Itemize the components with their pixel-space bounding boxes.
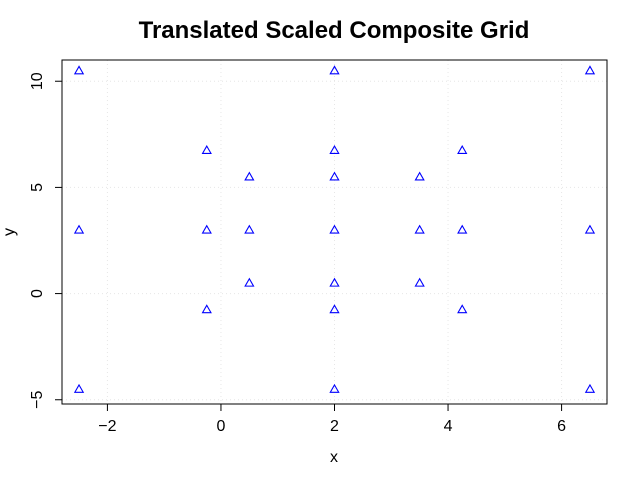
data-point <box>457 144 468 154</box>
data-point <box>329 171 340 181</box>
data-point <box>329 383 340 393</box>
data-point <box>457 304 468 314</box>
data-point <box>414 224 425 234</box>
chart-title: Translated Scaled Composite Grid <box>139 17 530 44</box>
y-axis-ticks: −5 0 5 10 <box>29 72 62 409</box>
data-point <box>329 277 340 287</box>
data-point <box>244 277 255 287</box>
x-tick-label: 0 <box>217 418 226 435</box>
y-tick-label: 10 <box>29 72 46 90</box>
x-axis-ticks: −2 0 2 4 6 <box>98 404 566 435</box>
x-tick-label: −2 <box>98 418 116 435</box>
data-point <box>244 171 255 181</box>
data-point <box>73 224 85 234</box>
data-point <box>329 65 340 75</box>
data-point <box>584 65 596 75</box>
x-axis-label: x <box>330 449 338 466</box>
data-point <box>414 171 425 181</box>
x-tick-label: 6 <box>557 418 566 435</box>
grid <box>62 60 607 404</box>
data-points <box>73 65 596 393</box>
data-point <box>584 224 596 234</box>
data-point <box>329 304 340 314</box>
data-point <box>73 65 85 75</box>
data-point <box>201 224 212 234</box>
y-tick-label: 5 <box>29 183 46 192</box>
y-tick-label: 0 <box>29 289 46 298</box>
data-point <box>584 383 596 393</box>
data-point <box>329 144 340 154</box>
data-point <box>329 224 340 234</box>
data-point <box>457 224 468 234</box>
data-point <box>73 383 85 393</box>
y-tick-label: −5 <box>29 391 46 409</box>
data-point <box>244 224 255 234</box>
x-tick-label: 2 <box>330 418 339 435</box>
y-axis-label: y <box>1 228 18 236</box>
data-point <box>414 277 425 287</box>
data-point <box>201 304 212 314</box>
data-point <box>201 144 212 154</box>
x-tick-label: 4 <box>444 418 453 435</box>
